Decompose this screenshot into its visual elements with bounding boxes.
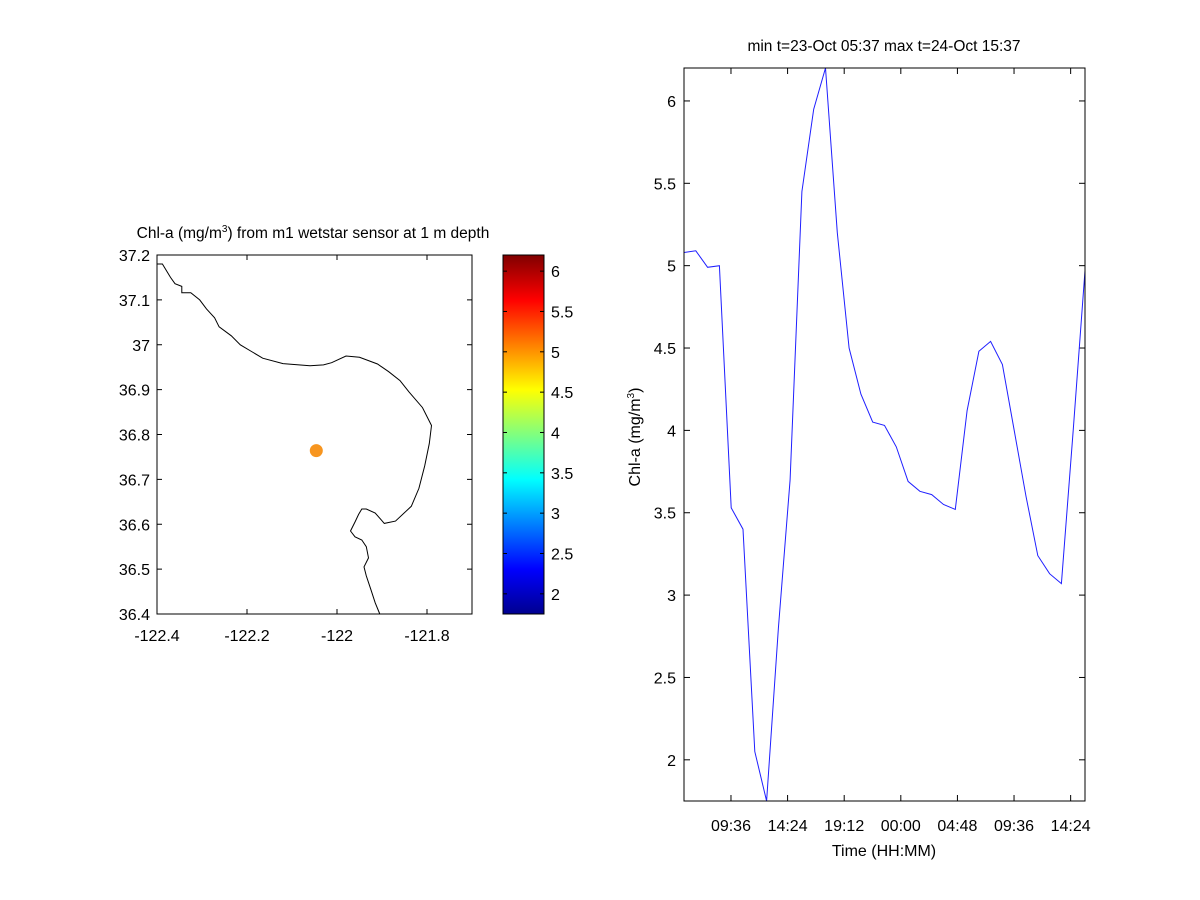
timeseries-y-tick-label: 5 [667, 259, 676, 276]
timeseries-x-tick-label: 09:36 [711, 818, 751, 835]
map-x-tick-label: -122.4 [134, 628, 179, 645]
map-y-tick-label: 37.1 [119, 293, 150, 310]
timeseries-plot-frame [683, 67, 1086, 802]
map-y-tick-label: 36.4 [119, 607, 150, 624]
timeseries-title: min t=23-Oct 05:37 max t=24-Oct 15:37 [747, 38, 1020, 55]
colorbar-tick-label: 6 [551, 264, 560, 281]
colorbar: 2 2.5 3 3.5 4 4.5 5 5.5 6 [502, 254, 573, 615]
map-y-tick-label: 36.6 [119, 517, 150, 534]
map-plot-frame [156, 254, 473, 615]
timeseries-x-tick-label: 00:00 [881, 818, 921, 835]
timeseries-y-tick-label: 2 [667, 753, 676, 770]
map-data-points [309, 444, 323, 458]
colorbar-tick-label: 4.5 [551, 385, 573, 402]
colorbar-tick-label: 3.5 [551, 466, 573, 483]
timeseries-x-tick-label: 14:24 [768, 818, 808, 835]
colorbar-ticks: 2 2.5 3 3.5 4 4.5 5 5.5 6 [503, 264, 573, 604]
colorbar-tick-label: 3 [551, 506, 560, 523]
map-y-tick-label: 36.5 [119, 562, 150, 579]
timeseries-y-tick-label: 6 [667, 94, 676, 111]
map-y-tick-label: 37.2 [119, 248, 150, 265]
chl-a-series-line [683, 67, 1086, 802]
timeseries-y-tick-label: 4.5 [654, 341, 676, 358]
map-x-tick-label: -122.2 [224, 628, 269, 645]
timeseries-y-label: Chl-a (mg/m3) [626, 388, 644, 487]
map-panel: Chl-a (mg/m3) from m1 wetstar sensor at … [119, 224, 489, 645]
timeseries-y-tick-label: 4 [667, 423, 676, 440]
timeseries-axis-ticks: 09:36 14:24 19:12 00:00 04:48 09:36 14:24 2 2.5 3… [654, 68, 1091, 835]
map-y-tick-label: 36.9 [119, 383, 150, 400]
colorbar-tick-label: 5.5 [551, 304, 573, 321]
timeseries-panel: min t=23-Oct 05:37 max t=24-Oct 15:37 09… [626, 38, 1091, 860]
timeseries-x-label: Time (HH:MM) [832, 843, 936, 860]
map-x-tick-label: -122 [321, 628, 353, 645]
timeseries-y-tick-label: 3.5 [654, 506, 676, 523]
colorbar-tick-label: 2.5 [551, 546, 573, 563]
colorbar-tick-label: 2 [551, 587, 560, 604]
map-y-tick-label: 36.7 [119, 472, 150, 489]
colorbar-gradient [502, 254, 545, 615]
timeseries-x-tick-label: 14:24 [1051, 818, 1091, 835]
timeseries-y-tick-label: 3 [667, 588, 676, 605]
mooring-m1-point [309, 444, 323, 458]
map-axis-ticks: -122.4 -122.2 -122 -121.8 36.4 36.5 36.6 36.7 36… [119, 248, 472, 645]
colorbar-tick-label: 5 [551, 345, 560, 362]
map-y-tick-label: 37 [132, 338, 150, 355]
timeseries-y-tick-label: 5.5 [654, 176, 676, 193]
map-y-tick-label: 36.8 [119, 428, 150, 445]
colorbar-tick-label: 4 [551, 425, 560, 442]
timeseries-x-tick-label: 19:12 [824, 818, 864, 835]
map-title: Chl-a (mg/m3) from m1 wetstar sensor at … [137, 224, 490, 242]
map-x-tick-label: -121.8 [404, 628, 449, 645]
coastline [157, 263, 433, 615]
timeseries-x-tick-label: 04:48 [937, 818, 977, 835]
timeseries-x-tick-label: 09:36 [994, 818, 1034, 835]
timeseries-y-tick-label: 2.5 [654, 670, 676, 687]
